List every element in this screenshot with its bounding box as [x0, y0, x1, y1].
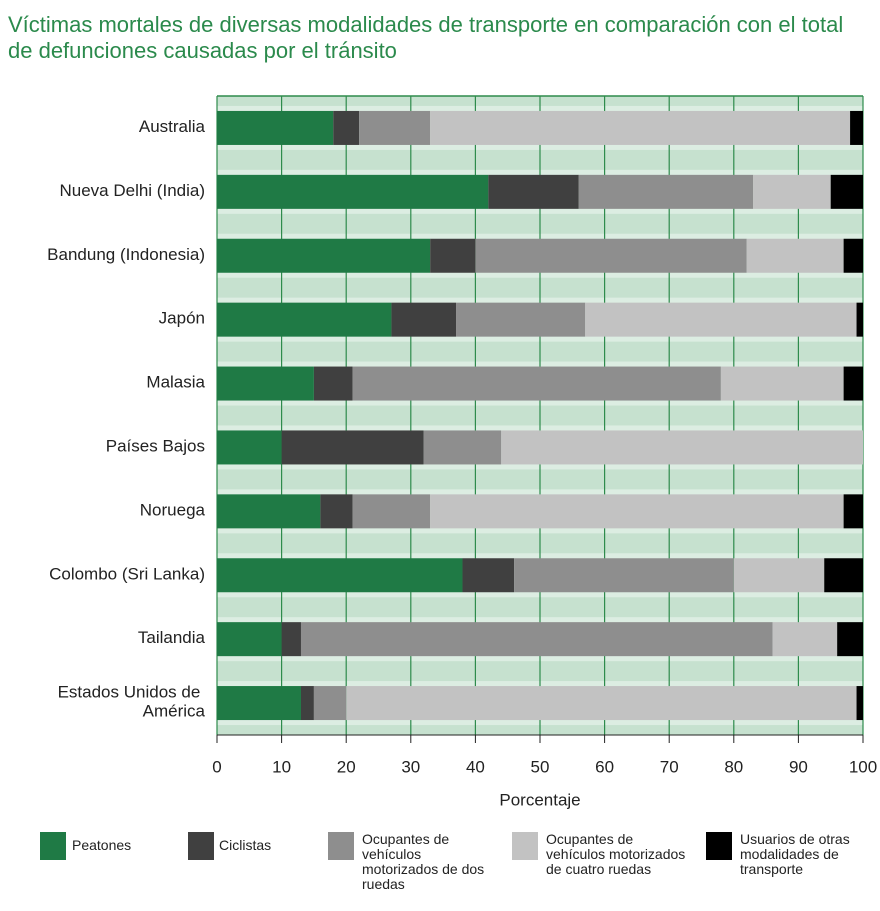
y-tick-label: Australia — [139, 117, 206, 136]
x-tick-label: 20 — [337, 757, 356, 776]
bar-segment — [843, 494, 863, 529]
x-tick-label: 70 — [660, 757, 679, 776]
bar-segment — [843, 238, 863, 273]
y-tick-label: Malasia — [146, 373, 205, 392]
bar-segment — [359, 110, 431, 145]
bar-segment — [217, 110, 334, 145]
y-tick-label: Nueva Delhi (India) — [59, 181, 205, 200]
bar-segment — [430, 494, 844, 529]
legend-label: Usuarios de otras modalidades de transpo… — [740, 831, 850, 877]
bar-segment — [830, 174, 863, 209]
legend-label: Ciclistas — [219, 837, 272, 853]
x-tick-label: 50 — [531, 757, 550, 776]
x-tick-label: 90 — [789, 757, 808, 776]
bar-segment — [456, 302, 586, 337]
bar-segment — [843, 366, 863, 401]
bar-segment — [281, 430, 424, 465]
bar-segment — [837, 622, 863, 657]
bar-segment — [352, 494, 431, 529]
bar-segment — [462, 558, 515, 593]
legend-swatch — [512, 832, 538, 860]
x-tick-label: 10 — [272, 757, 291, 776]
bar-segment — [772, 622, 838, 657]
legend-label: Peatones — [72, 837, 132, 853]
bar-segment — [753, 174, 831, 209]
bar-segment — [514, 558, 734, 593]
bar-segment — [217, 174, 489, 209]
bar-segment — [475, 238, 747, 273]
bar-segment — [430, 110, 851, 145]
bar-segment — [423, 430, 502, 465]
legend-swatch — [706, 832, 732, 860]
y-tick-label: Estados Unidos de América — [58, 683, 206, 721]
bar-segment — [217, 302, 392, 337]
bar-segment — [217, 622, 282, 657]
bar-segment — [300, 686, 314, 721]
bar-segment — [585, 302, 857, 337]
bar-segment — [333, 110, 360, 145]
bar-segment — [850, 110, 863, 145]
bar-segment — [217, 494, 321, 529]
y-tick-label: Bandung (Indonesia) — [47, 245, 205, 264]
bar-segment — [488, 174, 579, 209]
bar-segment — [217, 430, 282, 465]
bar-segment — [856, 686, 863, 721]
legend-swatch — [40, 832, 66, 860]
x-axis-label: Porcentaje — [499, 790, 580, 809]
bar-segment — [217, 238, 431, 273]
x-tick-label: 40 — [466, 757, 485, 776]
bar-segment — [720, 366, 844, 401]
legend-label: Ocupantes de vehículos motorizados de cu… — [546, 831, 686, 877]
bar-segment — [217, 686, 301, 721]
bar-segment — [320, 494, 353, 529]
legend-swatch — [188, 832, 214, 860]
x-tick-label: 60 — [595, 757, 614, 776]
bar-segment — [346, 686, 857, 721]
x-tick-label: 100 — [849, 757, 877, 776]
bar-segment — [746, 238, 844, 273]
y-tick-label: Japón — [159, 309, 205, 328]
x-tick-label: 80 — [724, 757, 743, 776]
legend-label: Ocupantes de vehículos motorizados de do… — [362, 831, 485, 892]
y-tick-label: Países Bajos — [106, 437, 205, 456]
x-tick-label: 0 — [212, 757, 221, 776]
legend-swatch — [328, 832, 354, 860]
bar-segment — [430, 238, 476, 273]
bar-segment — [733, 558, 825, 593]
bar-segment — [391, 302, 457, 337]
bar-segment — [300, 622, 773, 657]
bar-segment — [824, 558, 863, 593]
x-tick-label: 30 — [401, 757, 420, 776]
bar-segment — [313, 686, 347, 721]
bar-segment — [856, 302, 863, 337]
y-tick-label: Colombo (Sri Lanka) — [49, 565, 205, 584]
bar-segment — [578, 174, 754, 209]
bar-segment — [217, 366, 314, 401]
y-tick-label: Tailandia — [138, 629, 206, 648]
chart-title: Víctimas mortales de diversas modalidade… — [8, 12, 844, 63]
bar-segment — [281, 622, 301, 657]
bar-segment — [217, 558, 463, 593]
bar-segment — [352, 366, 721, 401]
bar-segment — [501, 430, 863, 465]
bar-segment — [313, 366, 353, 401]
y-tick-label: Noruega — [140, 501, 206, 520]
